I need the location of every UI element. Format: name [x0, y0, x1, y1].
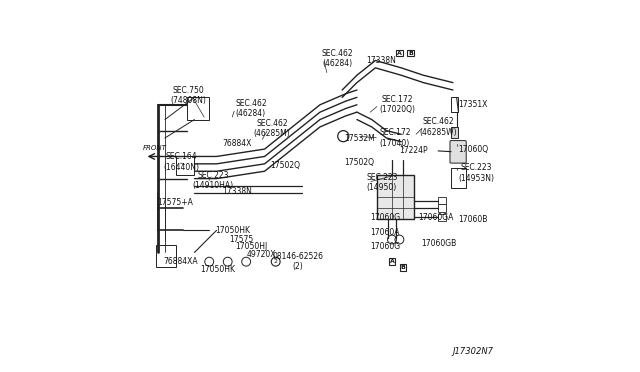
Text: 17060GA: 17060GA	[418, 213, 453, 222]
Text: 08146-62526
(2): 08146-62526 (2)	[272, 252, 323, 272]
Bar	[438, 214, 445, 221]
Text: A: A	[390, 259, 394, 264]
Text: B: B	[401, 265, 406, 270]
Bar	[451, 127, 458, 138]
Text: 17050HK: 17050HK	[215, 226, 250, 235]
Text: SEC.164
(16440N): SEC.164 (16440N)	[163, 152, 199, 172]
Text: 17575+A: 17575+A	[157, 198, 193, 207]
Text: 17502Q: 17502Q	[270, 161, 300, 170]
Text: 17050HJ: 17050HJ	[235, 243, 268, 251]
Text: 17050HK: 17050HK	[200, 264, 235, 273]
Text: 17338N: 17338N	[222, 187, 252, 196]
Bar	[438, 197, 445, 205]
Text: B: B	[408, 51, 413, 55]
FancyBboxPatch shape	[396, 50, 403, 57]
Bar	[176, 157, 195, 175]
Text: 49720X: 49720X	[246, 250, 276, 259]
Text: SEC.223
(14950): SEC.223 (14950)	[366, 173, 397, 192]
Text: A: A	[397, 51, 402, 55]
Text: 17060G: 17060G	[370, 213, 400, 222]
Text: SEC.172
(17040): SEC.172 (17040)	[379, 128, 411, 148]
Text: SEC.462
(46284): SEC.462 (46284)	[235, 99, 267, 118]
Text: 17532M: 17532M	[344, 134, 375, 142]
Text: 17575: 17575	[230, 235, 254, 244]
Text: 17060GB: 17060GB	[422, 239, 457, 248]
FancyBboxPatch shape	[388, 259, 396, 265]
Text: 17060B: 17060B	[458, 215, 488, 224]
Text: 76884X: 76884X	[222, 139, 252, 148]
Bar	[156, 245, 176, 267]
Bar	[187, 97, 209, 119]
Text: J17302N7: J17302N7	[452, 347, 493, 356]
Bar	[451, 97, 458, 112]
Text: 17060G: 17060G	[370, 243, 400, 251]
Text: SEC.462
(46284): SEC.462 (46284)	[322, 49, 353, 68]
Text: FRONT: FRONT	[143, 145, 166, 151]
Bar	[451, 167, 466, 188]
Text: 17060A: 17060A	[370, 228, 399, 237]
Text: 17224P: 17224P	[399, 147, 428, 155]
Text: 17502Q: 17502Q	[344, 157, 374, 167]
Text: 17060Q: 17060Q	[458, 145, 488, 154]
Text: 76884XA: 76884XA	[163, 257, 198, 266]
Text: SEC.462
(46285M): SEC.462 (46285M)	[253, 119, 291, 138]
Text: SEC.750
(74808N): SEC.750 (74808N)	[170, 86, 206, 105]
Text: SEC.223
(14910HA): SEC.223 (14910HA)	[193, 171, 234, 190]
Text: 17338N: 17338N	[366, 56, 396, 65]
Text: SEC.223
(14953N): SEC.223 (14953N)	[458, 163, 495, 183]
Text: SEC.462
(46285W): SEC.462 (46285W)	[420, 117, 458, 137]
FancyBboxPatch shape	[400, 264, 406, 270]
FancyBboxPatch shape	[407, 50, 414, 57]
Text: 17351X: 17351X	[458, 100, 488, 109]
Bar	[438, 205, 445, 212]
Bar	[377, 175, 414, 219]
Text: 2: 2	[274, 259, 278, 264]
Text: SEC.172
(17020Q): SEC.172 (17020Q)	[379, 95, 415, 115]
FancyBboxPatch shape	[450, 141, 466, 163]
